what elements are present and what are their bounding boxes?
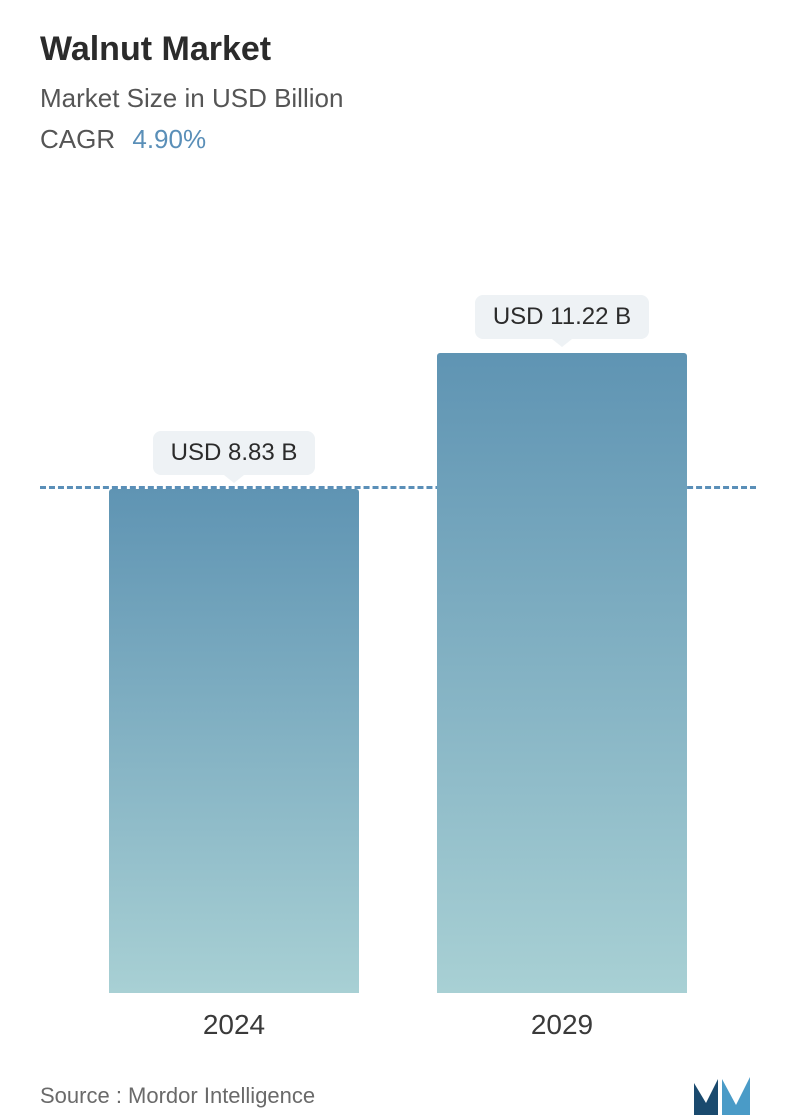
bar-value-label: USD 8.83 B xyxy=(153,431,316,475)
cagr-line: CAGR 4.90% xyxy=(40,124,756,155)
chart-title: Walnut Market xyxy=(40,30,756,69)
cagr-value: 4.90% xyxy=(132,124,206,154)
logo-icon xyxy=(692,1075,756,1117)
chart-footer: Source : Mordor Intelligence xyxy=(40,1065,756,1117)
x-axis-label: 2024 xyxy=(109,1009,359,1041)
x-axis-labels: 2024 2029 xyxy=(40,993,756,1065)
chart-subtitle: Market Size in USD Billion xyxy=(40,83,756,114)
chart-container: Walnut Market Market Size in USD Billion… xyxy=(0,0,796,1034)
bar xyxy=(109,489,359,993)
chart-area: USD 8.83 B USD 11.22 B xyxy=(40,175,756,993)
bar-group: USD 8.83 B xyxy=(109,431,359,993)
source-text: Source : Mordor Intelligence xyxy=(40,1083,315,1109)
bar-group: USD 11.22 B xyxy=(437,295,687,993)
x-axis-label: 2029 xyxy=(437,1009,687,1041)
bar xyxy=(437,353,687,993)
cagr-label: CAGR xyxy=(40,124,115,154)
bar-value-label: USD 11.22 B xyxy=(475,295,649,339)
